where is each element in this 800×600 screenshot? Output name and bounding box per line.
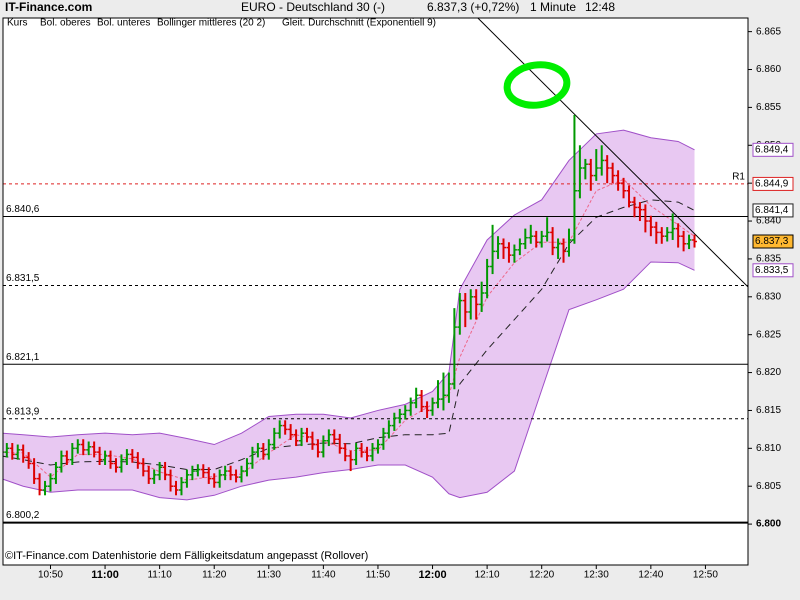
site-name: IT-Finance.com: [5, 0, 92, 14]
y-tick-label: 6.840: [756, 216, 781, 227]
legend-price: Kurs: [7, 18, 28, 29]
price-header: 6.837,3 (+0,72%): [427, 0, 519, 14]
y-tick-label: 6.835: [756, 254, 781, 265]
time: 12:48: [585, 0, 615, 14]
y-tick-label: 6.860: [756, 64, 781, 75]
x-tick-label: 11:50: [366, 570, 391, 581]
resistance-name: R1: [732, 172, 745, 183]
value-tag: [752, 176, 794, 191]
x-tick-label: 12:40: [638, 570, 663, 581]
band-line: [3, 261, 695, 501]
x-tick-label: 11:00: [91, 569, 119, 581]
plot-content: [3, 18, 748, 524]
y-tick-label: 6.810: [756, 443, 781, 454]
value-tag: [752, 234, 794, 249]
trendline: [477, 18, 748, 288]
x-tick-label: 12:00: [418, 569, 446, 581]
x-tick-label: 12:30: [584, 570, 609, 581]
band-line: [3, 199, 695, 471]
level-label: 6.800,2: [6, 510, 40, 521]
band-fill: [3, 130, 695, 500]
chart-title: EURO - Deutschland 30 (-): [241, 0, 385, 14]
annotation-circle: [503, 61, 571, 109]
interval: 1 Minute: [530, 0, 576, 14]
value-tag-label: 6.849,4: [755, 144, 789, 155]
y-tick-label: 6.825: [756, 329, 781, 340]
plot: [3, 18, 748, 524]
y-tick-label: 6.815: [756, 405, 781, 416]
x-tick-label: 11:40: [311, 570, 336, 581]
x-tick-label: 11:30: [257, 570, 282, 581]
level-label: 6.821,1: [6, 352, 40, 363]
y-tick-label: 6.855: [756, 102, 781, 113]
y-tick-label: 6.800: [756, 519, 781, 530]
value-tag: [752, 142, 794, 157]
band-line: [3, 178, 695, 481]
legend-entry: Bollinger mittleres (20 2): [157, 18, 265, 29]
legend-entry: Bol. unteres: [97, 18, 150, 29]
legend-entry: Bol. oberes: [40, 18, 91, 29]
x-tick-label: 12:50: [693, 570, 718, 581]
level-label: 6.831,5: [6, 273, 40, 284]
level-label: 6.840,6: [6, 204, 40, 215]
x-tick-label: 12:10: [475, 570, 500, 581]
legend-entry: Gleit. Durchschnitt (Exponentiell 9): [282, 18, 436, 29]
x-tick-label: 11:20: [202, 570, 227, 581]
value-tag: [752, 203, 794, 218]
x-tick-label: 11:10: [147, 570, 172, 581]
value-tag-label: 6.841,4: [755, 205, 789, 216]
x-tick-label: 10:50: [38, 570, 63, 581]
level-label: 6.813,9: [6, 406, 40, 417]
y-tick-label: 6.865: [756, 26, 781, 37]
x-tick-label: 12:20: [529, 570, 554, 581]
y-tick-label: 6.820: [756, 367, 781, 378]
value-tag: [752, 263, 794, 278]
band-line: [3, 129, 695, 446]
value-tag-label: 6.837,3: [755, 236, 789, 247]
value-tag-label: 6.833,5: [755, 265, 789, 276]
plot-border: [2, 17, 749, 566]
value-tag-label: 6.844,9: [755, 179, 789, 190]
footer: ©IT-Finance.com Datenhistorie dem Fällig…: [5, 550, 368, 562]
y-tick-label: 6.830: [756, 291, 781, 302]
y-tick-label: 6.805: [756, 481, 781, 492]
